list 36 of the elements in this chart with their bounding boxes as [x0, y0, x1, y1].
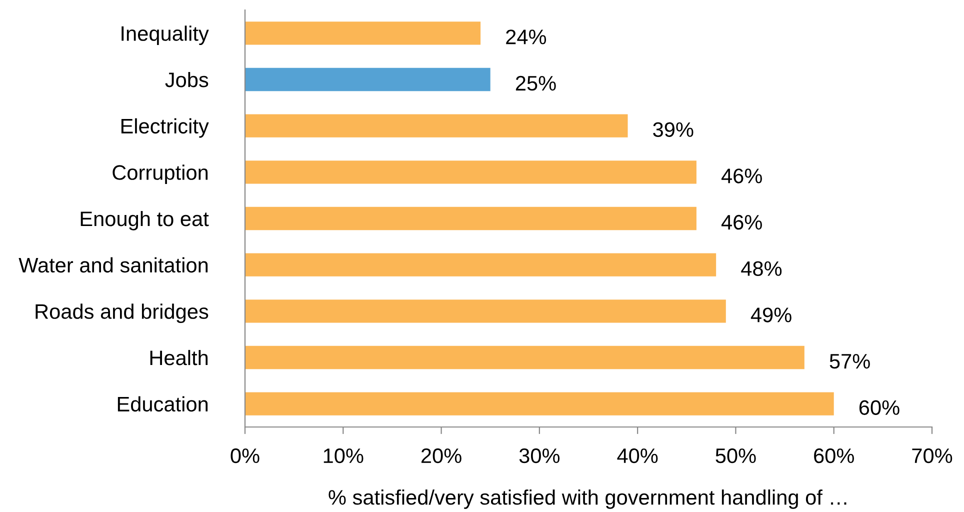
- data-label: 46%: [721, 214, 762, 230]
- bar: [245, 392, 834, 416]
- x-tick-label: 50%: [716, 448, 756, 464]
- x-tick-label: 20%: [421, 448, 462, 464]
- data-label: 46%: [721, 168, 762, 184]
- bar: [245, 114, 628, 138]
- bar: [245, 68, 490, 92]
- data-label: 49%: [750, 308, 792, 322]
- y-tick-label: Jobs: [165, 72, 208, 88]
- y-tick-label: Health: [150, 350, 208, 366]
- y-tick-label: Education: [118, 396, 208, 412]
- y-tick-label: Inequality: [122, 26, 209, 46]
- x-tick-label: 30%: [519, 448, 560, 464]
- data-label: 48%: [741, 261, 782, 276]
- x-tick-label: 10%: [324, 448, 364, 464]
- data-label: 60%: [859, 400, 900, 415]
- y-tick-label: Corruption: [112, 164, 208, 184]
- x-tick-label: 70%: [912, 448, 952, 464]
- bar: [245, 22, 481, 45]
- x-tick-label: 0%: [230, 448, 260, 464]
- bar: [245, 160, 696, 184]
- bar: [245, 253, 716, 276]
- data-label: 39%: [653, 122, 694, 137]
- y-tick-label: Water and sanitation: [18, 257, 208, 273]
- x-tick-label: 60%: [814, 448, 854, 464]
- data-label: 57%: [830, 354, 870, 369]
- data-label: 25%: [516, 76, 556, 91]
- bar: [245, 206, 696, 230]
- y-tick-label: Enough to eat: [80, 210, 209, 230]
- bar: [245, 300, 726, 323]
- x-axis-title: % satisfied/very satisfied with government handling of …: [328, 489, 846, 509]
- data-label: 24%: [506, 30, 546, 44]
- y-tick-label: Electricity: [121, 118, 209, 138]
- x-tick-label: 40%: [617, 448, 658, 464]
- y-tick-label: Roads and bridges: [36, 304, 208, 324]
- bar: [245, 346, 804, 370]
